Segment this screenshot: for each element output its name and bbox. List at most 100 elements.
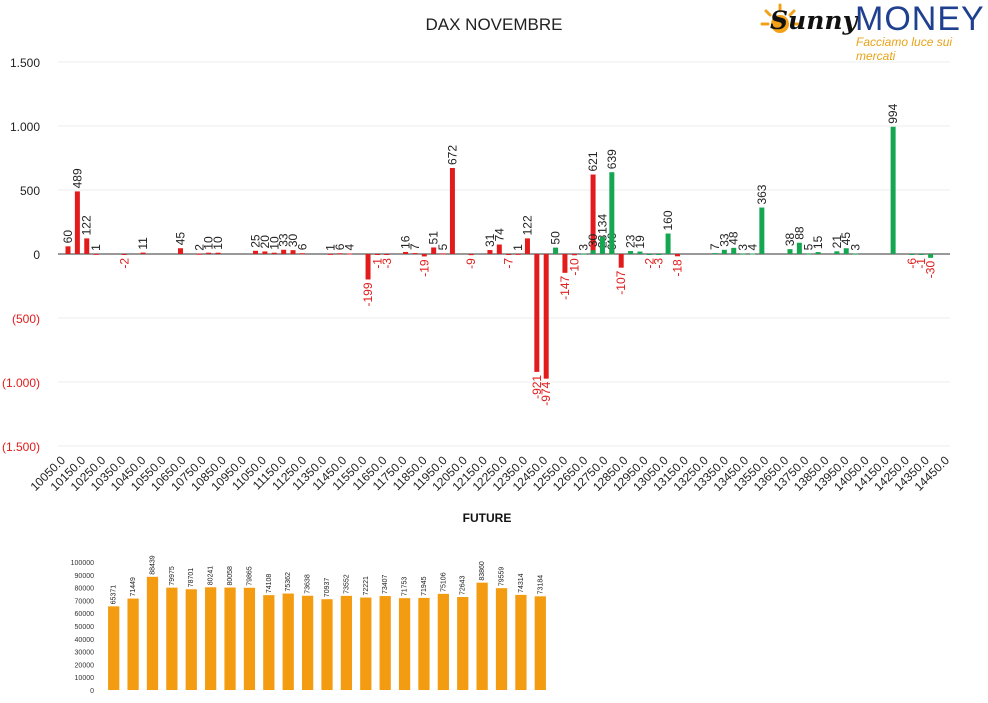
logo-tagline: Facciamo luce sui mercati (856, 35, 953, 63)
bar (590, 174, 596, 254)
bar (749, 253, 755, 255)
y-tick-label: (1.000) (2, 376, 40, 390)
future-bar (224, 587, 236, 690)
data-label: 4 (745, 243, 759, 250)
future-y-tick-label: 0 (90, 688, 94, 695)
bar (843, 248, 849, 254)
data-label: -6 (905, 258, 919, 269)
bar (740, 253, 746, 255)
future-data-label: 73407 (382, 574, 389, 594)
bar (299, 253, 305, 255)
data-label: 25 (249, 234, 263, 248)
bar (271, 252, 277, 254)
bar (628, 251, 634, 254)
future-data-label: 83860 (479, 561, 486, 581)
future-data-label: 74108 (266, 574, 273, 594)
bar (637, 251, 643, 254)
bar (487, 250, 493, 254)
bar (215, 252, 221, 254)
data-label: -1 (370, 258, 384, 269)
future-data-label: 79865 (246, 566, 253, 586)
data-label: 30 (286, 233, 300, 247)
future-data-label: 73184 (537, 575, 544, 595)
bar (796, 242, 802, 254)
data-label: -974 (539, 381, 553, 405)
future-data-label: 75362 (285, 572, 292, 592)
bar (834, 251, 840, 254)
data-label: 134 (595, 214, 609, 234)
future-data-label: 79559 (499, 567, 506, 587)
future-y-tick-label: 90000 (75, 573, 95, 580)
bar (909, 254, 915, 255)
y-tick-label: 1.000 (10, 120, 40, 134)
future-bar (437, 593, 449, 690)
bar (674, 254, 680, 257)
data-label: -199 (361, 282, 375, 306)
bar (787, 249, 793, 254)
data-label: 15 (811, 235, 825, 249)
bar (449, 167, 455, 254)
data-label: 5 (802, 243, 816, 250)
bar (468, 254, 474, 256)
data-label: 20 (258, 235, 272, 249)
data-label: -30 (924, 261, 938, 279)
bar (890, 126, 896, 254)
data-label: -19 (417, 259, 431, 277)
future-bar (495, 588, 508, 690)
future-bar (476, 582, 488, 690)
data-label: 10 (267, 236, 281, 250)
future-bar (398, 598, 411, 690)
data-label: 31 (483, 233, 497, 247)
future-y-tick-label: 10000 (75, 675, 95, 682)
sunny-money-logo: Sunny MONEY Facciamo luce sui mercati (760, 0, 988, 63)
bar (365, 254, 371, 280)
data-label: 363 (755, 184, 769, 204)
future-bar (457, 597, 469, 690)
future-data-label: 70937 (324, 578, 331, 598)
data-label: -2 (117, 258, 131, 269)
future-data-label: 72221 (363, 576, 370, 596)
bar (609, 172, 615, 254)
bar (656, 254, 662, 255)
data-label: -10 (567, 258, 581, 276)
data-label: 50 (549, 231, 563, 245)
data-label: 33 (277, 233, 291, 247)
future-bar (534, 596, 546, 690)
bar (581, 253, 587, 255)
future-data-label: 78701 (188, 568, 195, 588)
future-data-label: 80241 (208, 566, 215, 586)
future-bar (146, 576, 159, 690)
data-label: -3 (652, 258, 666, 269)
data-label: 994 (886, 103, 900, 123)
bar (543, 254, 549, 379)
future-bar (321, 599, 333, 690)
bar (759, 207, 765, 254)
data-label: 16 (399, 235, 413, 249)
future-data-label: 72643 (460, 575, 467, 595)
future-bar (515, 594, 527, 690)
future-data-label: 65371 (111, 585, 118, 605)
bar (590, 250, 596, 254)
data-label: -9 (464, 258, 478, 269)
bar (431, 247, 437, 254)
data-label: 672 (445, 145, 459, 165)
bar (618, 254, 624, 268)
bar (374, 254, 380, 255)
bar (440, 253, 446, 255)
bar (712, 253, 718, 255)
bar (196, 253, 202, 255)
data-label: 10 (211, 236, 225, 250)
data-label: 160 (661, 210, 675, 230)
future-bar (418, 597, 430, 690)
bar (853, 253, 859, 255)
y-tick-label: (500) (12, 312, 40, 326)
bar (806, 253, 812, 255)
data-label: 60 (61, 230, 75, 244)
y-tick-label: 1.500 (10, 56, 40, 70)
bar (206, 252, 212, 254)
data-label: -7 (502, 258, 516, 269)
bar (328, 253, 334, 255)
future-data-label: 74314 (518, 573, 525, 593)
